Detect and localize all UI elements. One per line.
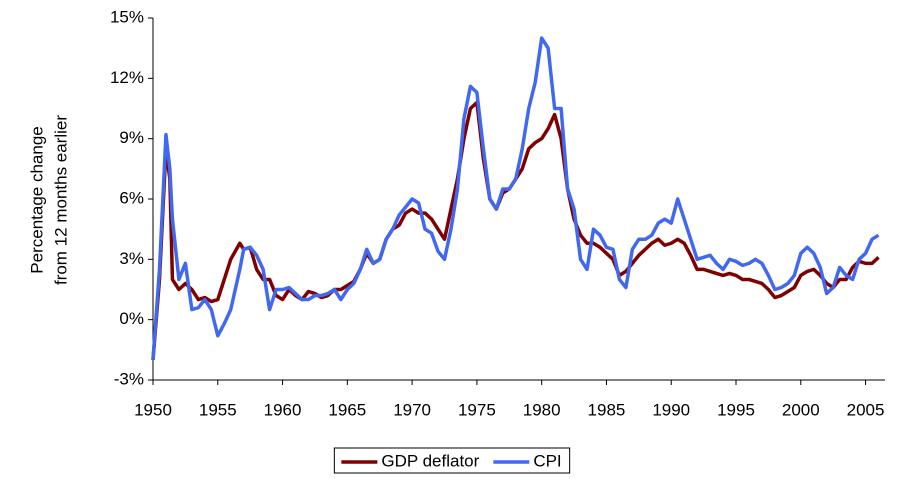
x-tick-label: 1955 <box>199 400 237 419</box>
x-tick-label: 1980 <box>523 400 561 419</box>
x-tick-label: 2005 <box>847 400 885 419</box>
x-tick-label: 1960 <box>264 400 302 419</box>
y-tick-label: 12% <box>110 68 144 87</box>
x-tick-label: 1995 <box>717 400 755 419</box>
legend-label: GDP deflator <box>381 451 479 470</box>
y-tick-label: 3% <box>119 249 144 268</box>
y-tick-label: 0% <box>119 309 144 328</box>
x-tick-label: 1950 <box>134 400 172 419</box>
x-tick-label: 2000 <box>782 400 820 419</box>
line <box>151 100 880 361</box>
x-tick-label: 1970 <box>393 400 431 419</box>
x-tick-label: 1965 <box>328 400 366 419</box>
y-axis-label: Percentage change <box>27 126 46 273</box>
y-tick-label: 6% <box>119 188 144 207</box>
line <box>151 36 880 361</box>
x-tick-label: 1990 <box>652 400 690 419</box>
y-tick-label: 9% <box>119 128 144 147</box>
legend-label: CPI <box>533 451 561 470</box>
x-tick-label: 1975 <box>458 400 496 419</box>
y-tick-label: -3% <box>114 369 144 388</box>
y-axis-label: from 12 months earlier <box>51 115 70 285</box>
y-tick-label: 15% <box>110 7 144 26</box>
x-tick-label: 1985 <box>588 400 626 419</box>
